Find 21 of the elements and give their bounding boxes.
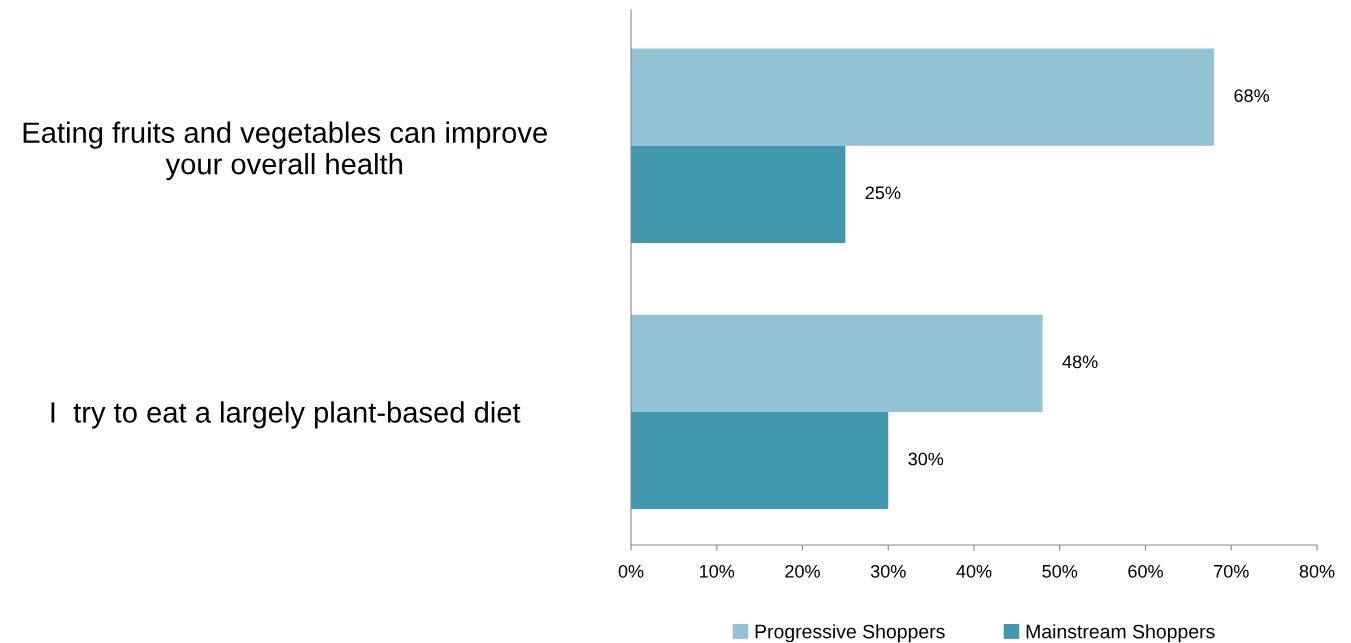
data-label: 48% [1062, 355, 1098, 369]
x-tick-label: 40% [956, 564, 992, 578]
legend-label: Mainstream Shoppers [1026, 624, 1215, 643]
bar [631, 314, 1043, 412]
data-label: 30% [908, 452, 944, 466]
bar [631, 145, 846, 243]
y-tick-label: I try to eat a largely plant-based diet [51, 401, 521, 429]
bar [631, 48, 1215, 146]
x-tick-label: 80% [1299, 564, 1335, 578]
x-tick-label: 50% [1042, 564, 1078, 578]
data-label: 68% [1234, 89, 1270, 103]
x-tick-label: 20% [785, 564, 820, 578]
bar [631, 411, 889, 510]
legend-label: Progressive Shoppers [755, 624, 945, 643]
data-label: 25% [865, 186, 901, 200]
x-tick-label: 10% [700, 564, 735, 578]
y-tick-label: Eating fruits and vegetables can improve your overall health [23, 121, 547, 181]
x-tick-label: 0% [618, 564, 644, 578]
x-tick-label: 60% [1128, 564, 1163, 578]
x-tick-label: 70% [1214, 564, 1249, 578]
x-tick-label: 30% [870, 564, 906, 578]
